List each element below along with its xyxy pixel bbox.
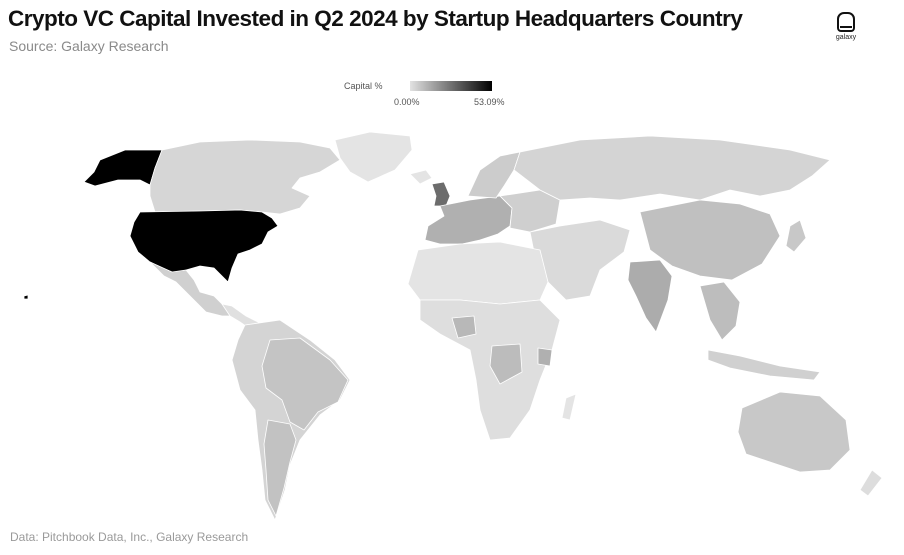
legend-gradient-bar xyxy=(410,81,492,91)
country-japan xyxy=(785,219,807,253)
country-madagascar xyxy=(561,393,577,421)
legend-max-label: 53.09% xyxy=(474,97,505,107)
region-scandinavia xyxy=(467,151,521,199)
chart-title: Crypto VC Capital Invested in Q2 2024 by… xyxy=(8,6,743,31)
legend-min-label: 0.00% xyxy=(394,97,420,107)
country-india xyxy=(627,259,673,333)
country-argentina xyxy=(263,419,297,517)
country-canada xyxy=(149,139,341,215)
legend-title: Capital % xyxy=(344,81,383,91)
country-brazil xyxy=(261,337,349,431)
country-china xyxy=(639,199,781,281)
country-uk xyxy=(431,181,451,207)
region-sub-saharan-africa xyxy=(419,299,561,441)
region-southeast-asia xyxy=(699,281,741,341)
country-nigeria xyxy=(451,315,477,339)
country-new-zealand xyxy=(859,469,883,497)
country-indonesia xyxy=(707,349,821,381)
logo-text: galaxy xyxy=(835,34,857,41)
world-map xyxy=(23,131,883,521)
region-alaska xyxy=(83,149,163,187)
galaxy-logo: galaxy xyxy=(829,12,863,41)
country-greenland xyxy=(334,131,413,183)
country-dr-congo xyxy=(489,343,523,385)
country-australia xyxy=(737,391,851,473)
country-kenya xyxy=(537,347,553,367)
data-source-note: Data: Pitchbook Data, Inc., Galaxy Resea… xyxy=(10,530,249,544)
country-usa xyxy=(129,209,279,283)
country-iceland xyxy=(409,169,433,185)
region-north-africa xyxy=(407,241,549,305)
galaxy-logo-icon xyxy=(837,12,855,32)
color-legend: Capital % 0.00% 53.09% xyxy=(344,80,524,110)
country-russia xyxy=(513,135,831,201)
chart-subtitle: Source: Galaxy Research xyxy=(9,38,169,54)
region-hawaii xyxy=(23,294,29,300)
